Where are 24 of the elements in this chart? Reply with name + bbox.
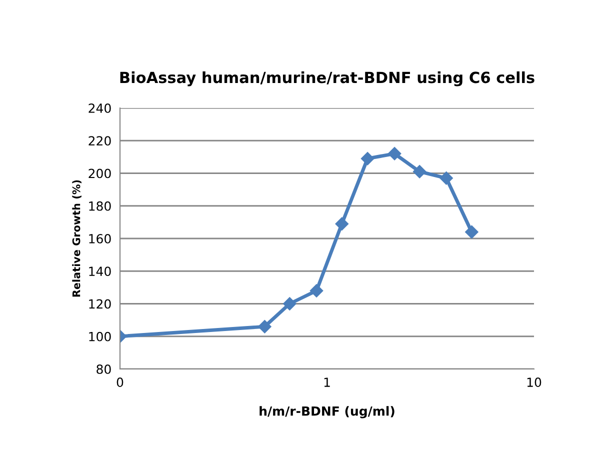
y-tick-label: 140 [89,266,111,276]
point [360,152,374,166]
y-tick-label: 120 [89,299,111,309]
chart-title: BioAssay human/murine/rat-BDNF using C6 cells [120,71,534,86]
x-tick-label: 10 [527,378,542,388]
point [465,225,478,239]
point [258,320,272,334]
y-tick-label: 200 [88,168,111,178]
y-tick-label: 240 [88,103,111,113]
y-tick-label: 220 [88,136,111,146]
point [283,297,296,310]
point [335,217,348,230]
y-tick-label: 100 [89,332,111,342]
point [440,172,453,185]
y-tick-label: 80 [96,364,111,374]
y-tick-label: 160 [89,234,111,244]
point [310,284,324,298]
point [412,165,426,178]
y-tick-label: 180 [89,201,111,211]
x-axis-title: h/m/r-BDNF (ug/ml) [260,406,394,418]
point [388,147,402,160]
x-tick-label: 0 [116,378,124,388]
x-tick-label: 1 [324,378,330,387]
y-axis-title: Relative Growth (%) [72,180,82,297]
